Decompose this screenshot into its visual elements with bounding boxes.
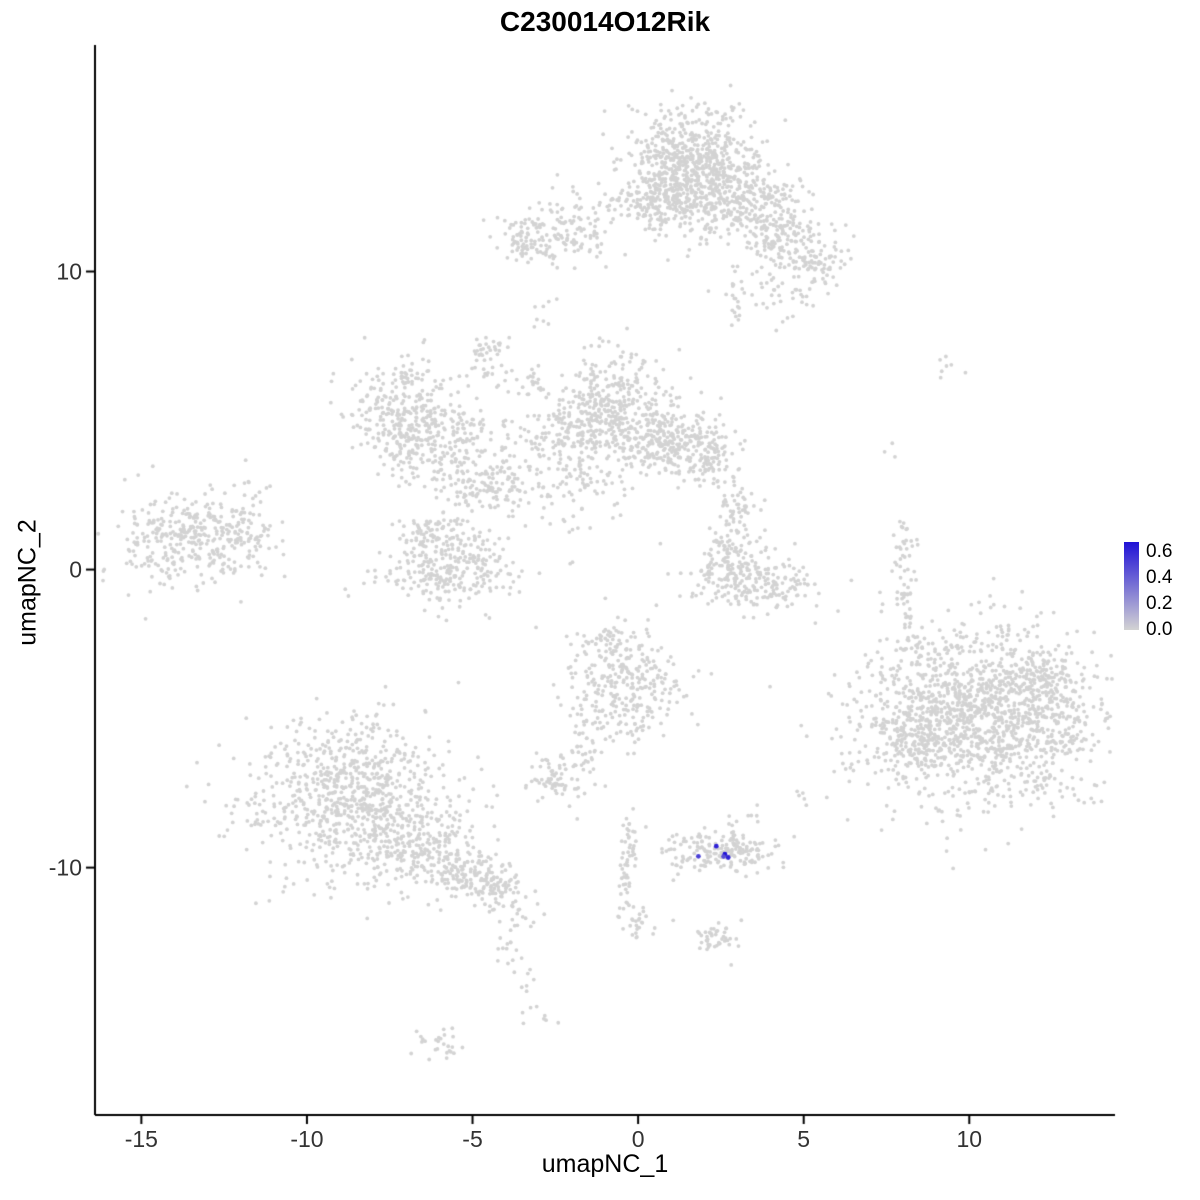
x-tick-label: -10: [290, 1126, 324, 1152]
x-tick-label: -15: [124, 1126, 158, 1152]
plot-title: C230014O12Rik: [499, 6, 711, 37]
x-axis-label: umapNC_1: [541, 1150, 669, 1178]
x-tick-label: 0: [631, 1126, 645, 1152]
x-tick-label: 10: [956, 1126, 983, 1152]
x-tick-label: 5: [797, 1126, 811, 1152]
colorbar-tick-label: 0.4: [1146, 567, 1173, 588]
x-tick-label: -5: [462, 1126, 483, 1152]
colorbar-tick-label: 0.2: [1146, 593, 1173, 614]
colorbar-tick-label: 0.6: [1146, 541, 1173, 562]
y-tick-label: 10: [56, 258, 82, 285]
y-tick-label: -10: [48, 854, 82, 881]
y-tick-label: 0: [69, 556, 82, 583]
colorbar-legend: 0.6 0.4 0.2 0.0: [1124, 541, 1200, 640]
colorbar-gradient: [1124, 542, 1139, 630]
colorbar-tick-label: 0.0: [1146, 619, 1173, 640]
